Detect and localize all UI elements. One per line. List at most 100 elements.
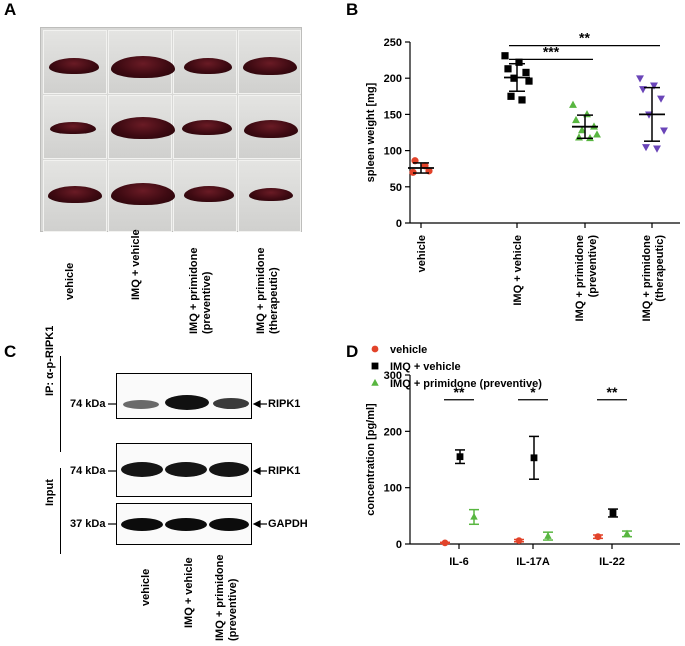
data-point (525, 77, 533, 85)
spleen-weight-chart: 0 50 100 150 200 250 spleen weight [mg] vehicle… (365, 30, 680, 322)
spleen (182, 120, 232, 135)
mean-marker (515, 537, 523, 545)
mean-marker (441, 539, 449, 547)
band (121, 518, 163, 531)
protein-label: RIPK1 (268, 398, 301, 410)
input-bracket (60, 468, 61, 554)
mean-marker (609, 509, 617, 517)
input-ripk1-blot (116, 443, 252, 497)
panel-letter-a: A (4, 0, 17, 19)
group-label-imq-primidone-preventive: IMQ + primidone (preventive) (188, 247, 213, 334)
y-tick-label: 200 (384, 73, 402, 85)
spleen (244, 120, 298, 138)
mean-marker (470, 512, 478, 520)
ip-bracket (60, 356, 61, 452)
spleen-photo (40, 27, 302, 232)
y-tick-label: 0 (396, 539, 402, 551)
x-tick-label: IMQ + vehicle (512, 235, 524, 306)
protein-label: GAPDH (268, 518, 308, 530)
spleen (111, 117, 175, 139)
x-tick-label: IMQ + primidone(preventive) (574, 235, 599, 322)
lane-label-vehicle: vehicle (140, 568, 152, 606)
ip-ripk1-blot (116, 373, 252, 419)
data-point (642, 144, 650, 152)
spleen (48, 186, 102, 203)
data-point (501, 52, 509, 60)
spleen (243, 57, 297, 75)
data-point (504, 65, 512, 73)
data-point (593, 130, 601, 138)
spleen (49, 58, 99, 74)
spleen (184, 186, 234, 202)
kda-marker: 74 kDa (70, 465, 106, 477)
band (123, 400, 159, 409)
data-point (575, 133, 583, 141)
y-tick-label: 200 (384, 426, 402, 438)
significance-label: *** (543, 43, 560, 59)
data-point (657, 95, 665, 103)
y-tick-label: 300 (384, 370, 402, 382)
ip-label: IP: α-p-RIPK1 (44, 325, 56, 396)
data-point (583, 110, 591, 118)
group-label-vehicle: vehicle (64, 262, 76, 300)
data-point (518, 96, 526, 104)
mean-marker (456, 453, 464, 461)
cytokine-chart: 0 100 200 300 concentration [pg/ml] IL-6 ** IL-… (365, 344, 680, 568)
data-point (569, 100, 577, 108)
data-point (522, 68, 530, 77)
legend-label: IMQ + vehicle (390, 361, 461, 373)
y-tick-label: 0 (396, 218, 402, 230)
y-tick-label: 100 (384, 146, 402, 158)
input-label: Input (44, 479, 56, 506)
x-tick-label: IL-17A (516, 556, 550, 568)
band (213, 398, 249, 409)
y-axis-label: spleen weight [mg] (365, 82, 377, 182)
band (209, 518, 249, 531)
lane-label-imq-primidone-preventive: IMQ + primidone (preventive) (214, 554, 239, 641)
band (121, 462, 163, 477)
y-tick-label: 250 (384, 37, 402, 49)
data-point (572, 115, 580, 124)
band (165, 518, 207, 531)
legend-marker (371, 345, 379, 353)
x-tick-label: IL-6 (449, 556, 469, 568)
y-tick-label: 150 (384, 109, 402, 121)
group-label-imq-vehicle: IMQ + vehicle (130, 229, 142, 300)
spleen (184, 58, 232, 74)
band (165, 462, 207, 477)
gapdh-blot (116, 503, 252, 545)
legend-label: IMQ + primidone (preventive) (390, 378, 542, 390)
data-point (578, 126, 586, 134)
mean-marker (544, 532, 552, 539)
y-axis-label: concentration [pg/ml] (365, 403, 377, 516)
legend-label: vehicle (390, 344, 427, 356)
lane-label-imq-vehicle: IMQ + vehicle (183, 557, 195, 628)
significance-label: ** (454, 384, 465, 400)
kda-marker: 37 kDa (70, 518, 106, 530)
data-point (515, 58, 523, 66)
significance-label: * (530, 384, 536, 400)
legend-marker (371, 362, 379, 370)
significance-label: ** (607, 384, 618, 400)
legend-marker (371, 378, 379, 386)
blot-arrows (108, 400, 267, 528)
y-tick-label: 100 (384, 483, 402, 495)
significance-label: ** (579, 30, 590, 46)
data-point (507, 92, 515, 100)
group-label-imq-primidone-therapeutic: IMQ + primidone (therapeutic) (255, 247, 280, 334)
panel-letter-b: B (346, 0, 359, 19)
panel-letter-d: D (346, 342, 359, 361)
mean-marker (530, 454, 538, 462)
x-tick-label: IMQ + primidone(therapeutic) (641, 235, 666, 322)
arrow-icon (252, 467, 261, 475)
mean-marker (594, 533, 602, 541)
spleen (50, 122, 96, 134)
y-tick-label: 50 (390, 182, 402, 194)
spleen (249, 188, 293, 201)
data-point (636, 75, 644, 83)
data-point (653, 145, 661, 153)
x-tick-label: vehicle (416, 235, 428, 272)
mean-marker (623, 529, 631, 537)
arrow-icon (252, 400, 261, 408)
spleen (111, 183, 175, 205)
